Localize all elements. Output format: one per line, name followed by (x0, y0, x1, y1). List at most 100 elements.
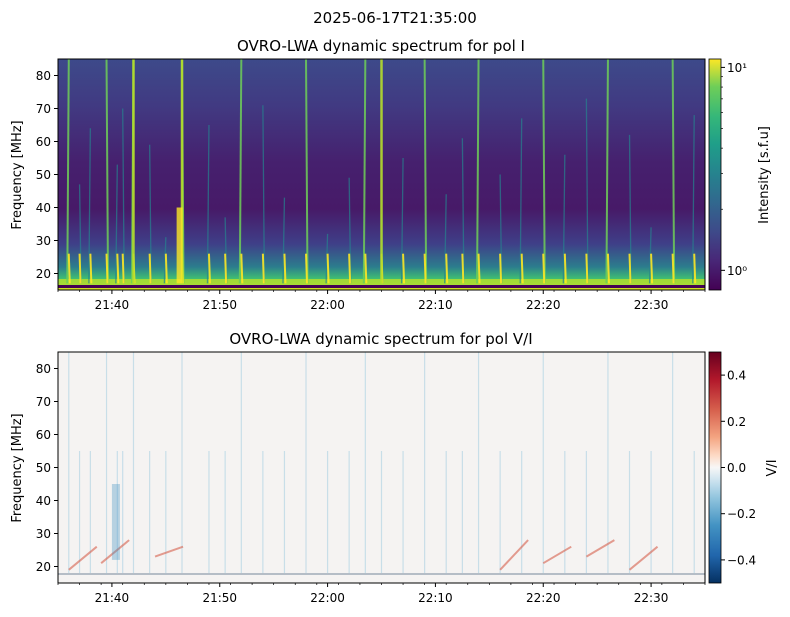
y-tick-label: 80 (36, 362, 51, 376)
y-axis-label: Frequency [MHz] (10, 413, 25, 522)
colorbar-gradient (708, 351, 722, 584)
y-tick-label: 70 (36, 102, 51, 116)
burst-streak (562, 154, 566, 284)
burst-core (207, 253, 211, 284)
colorbar-tick-label: 0.4 (727, 369, 746, 383)
polarization-drift (100, 539, 130, 564)
x-tick-label: 21:40 (95, 591, 130, 605)
burst-streak (122, 108, 125, 284)
heatmap-background (58, 352, 705, 583)
burst-core (78, 253, 82, 284)
y-tick-label: 60 (36, 428, 51, 442)
x-tick-label: 22:10 (418, 298, 453, 312)
chart-title: OVRO-LWA dynamic spectrum for pol I (237, 37, 525, 55)
burst-streak (149, 144, 152, 284)
y-tick-label: 50 (36, 168, 51, 182)
burst-core (261, 253, 265, 284)
burst-core (671, 253, 675, 284)
x-tick-label: 22:10 (418, 591, 453, 605)
y-tick-label: 30 (36, 234, 51, 248)
burst-streak (88, 128, 91, 284)
x-tick-label: 22:00 (310, 298, 345, 312)
burst-core (348, 253, 352, 284)
chart-pol-vi: OVRO-LWA dynamic spectrum for pol V/I 20… (10, 330, 780, 605)
x-tick-label: 21:40 (95, 298, 130, 312)
polarization-drift (499, 539, 529, 571)
burst-streak (461, 138, 465, 284)
y-tick-label: 40 (36, 201, 51, 215)
burst-streak (282, 197, 286, 284)
burst-core (89, 253, 93, 284)
burst-patch (176, 207, 183, 284)
colorbar-tick-label: 10⁰ (727, 264, 747, 278)
burst-core (520, 253, 524, 284)
burst-streak (66, 59, 70, 284)
y-tick-label: 70 (36, 395, 51, 409)
burst-core (628, 253, 632, 284)
x-tick-label: 22:30 (634, 591, 669, 605)
burst-streak (238, 59, 243, 284)
colorbar-label: Intensity [s.f.u] (757, 126, 772, 224)
colorbar-tick-label: 10¹ (727, 61, 747, 75)
colorbar: 10⁰ 10¹ Intensity [s.f.u] (708, 58, 772, 291)
burst-streak (628, 134, 632, 284)
burst-streak (692, 115, 695, 284)
burst-core (116, 253, 120, 284)
polarization-layer (58, 352, 705, 575)
low-frequency-band-edge (58, 285, 705, 288)
burst-streak (115, 164, 118, 284)
low-frequency-band (58, 573, 705, 575)
burst-streak (444, 194, 447, 284)
colorbar-tick-label: −0.4 (727, 553, 756, 567)
burst-core (402, 253, 406, 284)
figure-suptitle: 2025-06-17T21:35:00 (313, 9, 477, 27)
burst-core (305, 253, 309, 284)
burst-core (224, 253, 228, 284)
burst-core (164, 253, 168, 284)
y-tick-label: 30 (36, 527, 51, 541)
burst-core (283, 253, 287, 284)
burst-streak (605, 59, 609, 284)
burst-core (585, 253, 589, 284)
x-tick-label: 21:50 (202, 591, 237, 605)
burst-streak (476, 59, 480, 284)
x-tick-label: 22:30 (634, 298, 669, 312)
colorbar-tick-label: 0.2 (727, 415, 746, 429)
x-tick-label: 21:50 (202, 298, 237, 312)
polarization-drift (68, 545, 98, 571)
burst-streak (262, 105, 266, 284)
burst-streak (105, 59, 110, 284)
burst-core (105, 253, 109, 284)
y-axis: 20 30 40 50 60 70 80 (36, 362, 58, 574)
colorbar: −0.4 −0.2 0.0 0.2 0.4 V/I (708, 351, 780, 584)
colorbar-tick-label: 0.0 (727, 461, 746, 475)
y-axis: 20 30 40 50 60 70 80 (36, 69, 58, 281)
x-tick-label: 22:20 (526, 591, 561, 605)
burst-core (364, 253, 368, 284)
burst-core (606, 253, 610, 284)
polarization-drift (542, 545, 572, 565)
y-axis-label: Frequency [MHz] (10, 120, 25, 229)
colorbar-tick-label: −0.2 (727, 507, 756, 521)
burst-streak (585, 98, 589, 284)
colorbar-label: V/I (765, 459, 780, 476)
polarization-patch (111, 484, 120, 560)
burst-streak (542, 59, 546, 284)
burst-core (693, 253, 697, 284)
y-tick-label: 80 (36, 69, 51, 83)
burst-core (67, 253, 71, 284)
x-axis: 21:40 21:50 22:00 22:10 22:20 22:30 (57, 583, 706, 605)
y-tick-label: 60 (36, 135, 51, 149)
burst-streak (305, 59, 309, 284)
burst-core (477, 253, 481, 284)
burst-core (240, 253, 244, 284)
burst-core (563, 253, 567, 284)
colorbar-gradient (708, 58, 722, 291)
burst-core (650, 253, 654, 284)
x-tick-label: 22:20 (526, 298, 561, 312)
chart-title: OVRO-LWA dynamic spectrum for pol V/I (229, 330, 532, 348)
polarization-drift (585, 539, 615, 558)
y-tick-label: 20 (36, 560, 51, 574)
burst-layer (58, 59, 705, 288)
